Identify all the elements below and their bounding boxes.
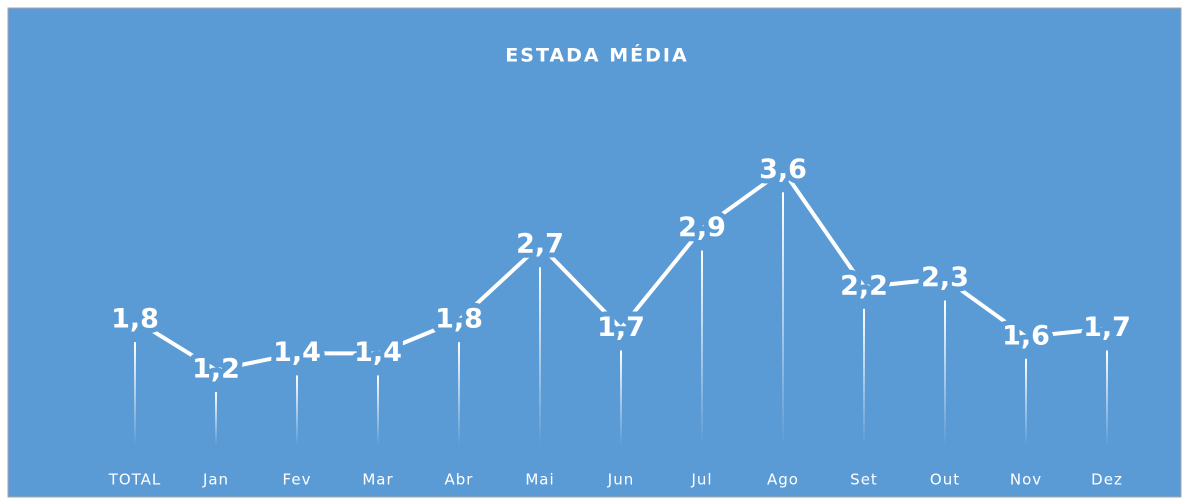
x-tick-label: Jun [607,471,634,489]
drop-line [620,350,622,445]
x-tick-label: Nov [1010,471,1042,489]
data-label: 1,4 [354,337,402,368]
data-label: 2,3 [921,262,969,293]
x-tick-label: Jul [690,471,712,489]
drop-line [701,250,703,445]
drop-line [944,300,946,445]
data-label: 1,7 [597,312,645,343]
drop-line [215,392,217,445]
data-label: 1,8 [111,304,159,335]
data-label: 3,6 [759,154,807,185]
data-label: 2,2 [840,270,888,301]
x-tick-label: Fev [283,471,312,489]
x-tick-label: Abr [445,471,474,489]
data-label: 1,8 [435,304,483,335]
drop-line [863,308,865,445]
data-label: 1,6 [1002,320,1050,351]
data-label: 2,9 [678,212,726,243]
x-tick-label: Jan [202,471,229,489]
drop-line [539,267,541,445]
drop-line [1025,358,1027,445]
drop-line [458,342,460,445]
x-tick-label: Mai [525,471,554,489]
data-label: 1,4 [273,337,321,368]
x-tick-label: Ago [767,471,799,489]
drop-line [377,375,379,445]
drop-line [296,375,298,445]
drop-line [782,192,784,445]
data-label: 2,7 [516,229,564,260]
x-tick-label: Mar [362,471,393,489]
data-label: 1,2 [192,354,240,385]
data-label: 1,7 [1083,312,1131,343]
x-tick-label: TOTAL [108,471,162,489]
x-tick-label: Set [850,471,878,489]
drop-line [1106,350,1108,445]
x-tick-label: Dez [1091,471,1123,489]
chart-title: ESTADA MÉDIA [505,44,688,67]
line-series [133,168,1108,373]
plot-background [7,7,1182,498]
x-tick-label: Out [930,471,960,489]
drop-line [134,342,136,445]
